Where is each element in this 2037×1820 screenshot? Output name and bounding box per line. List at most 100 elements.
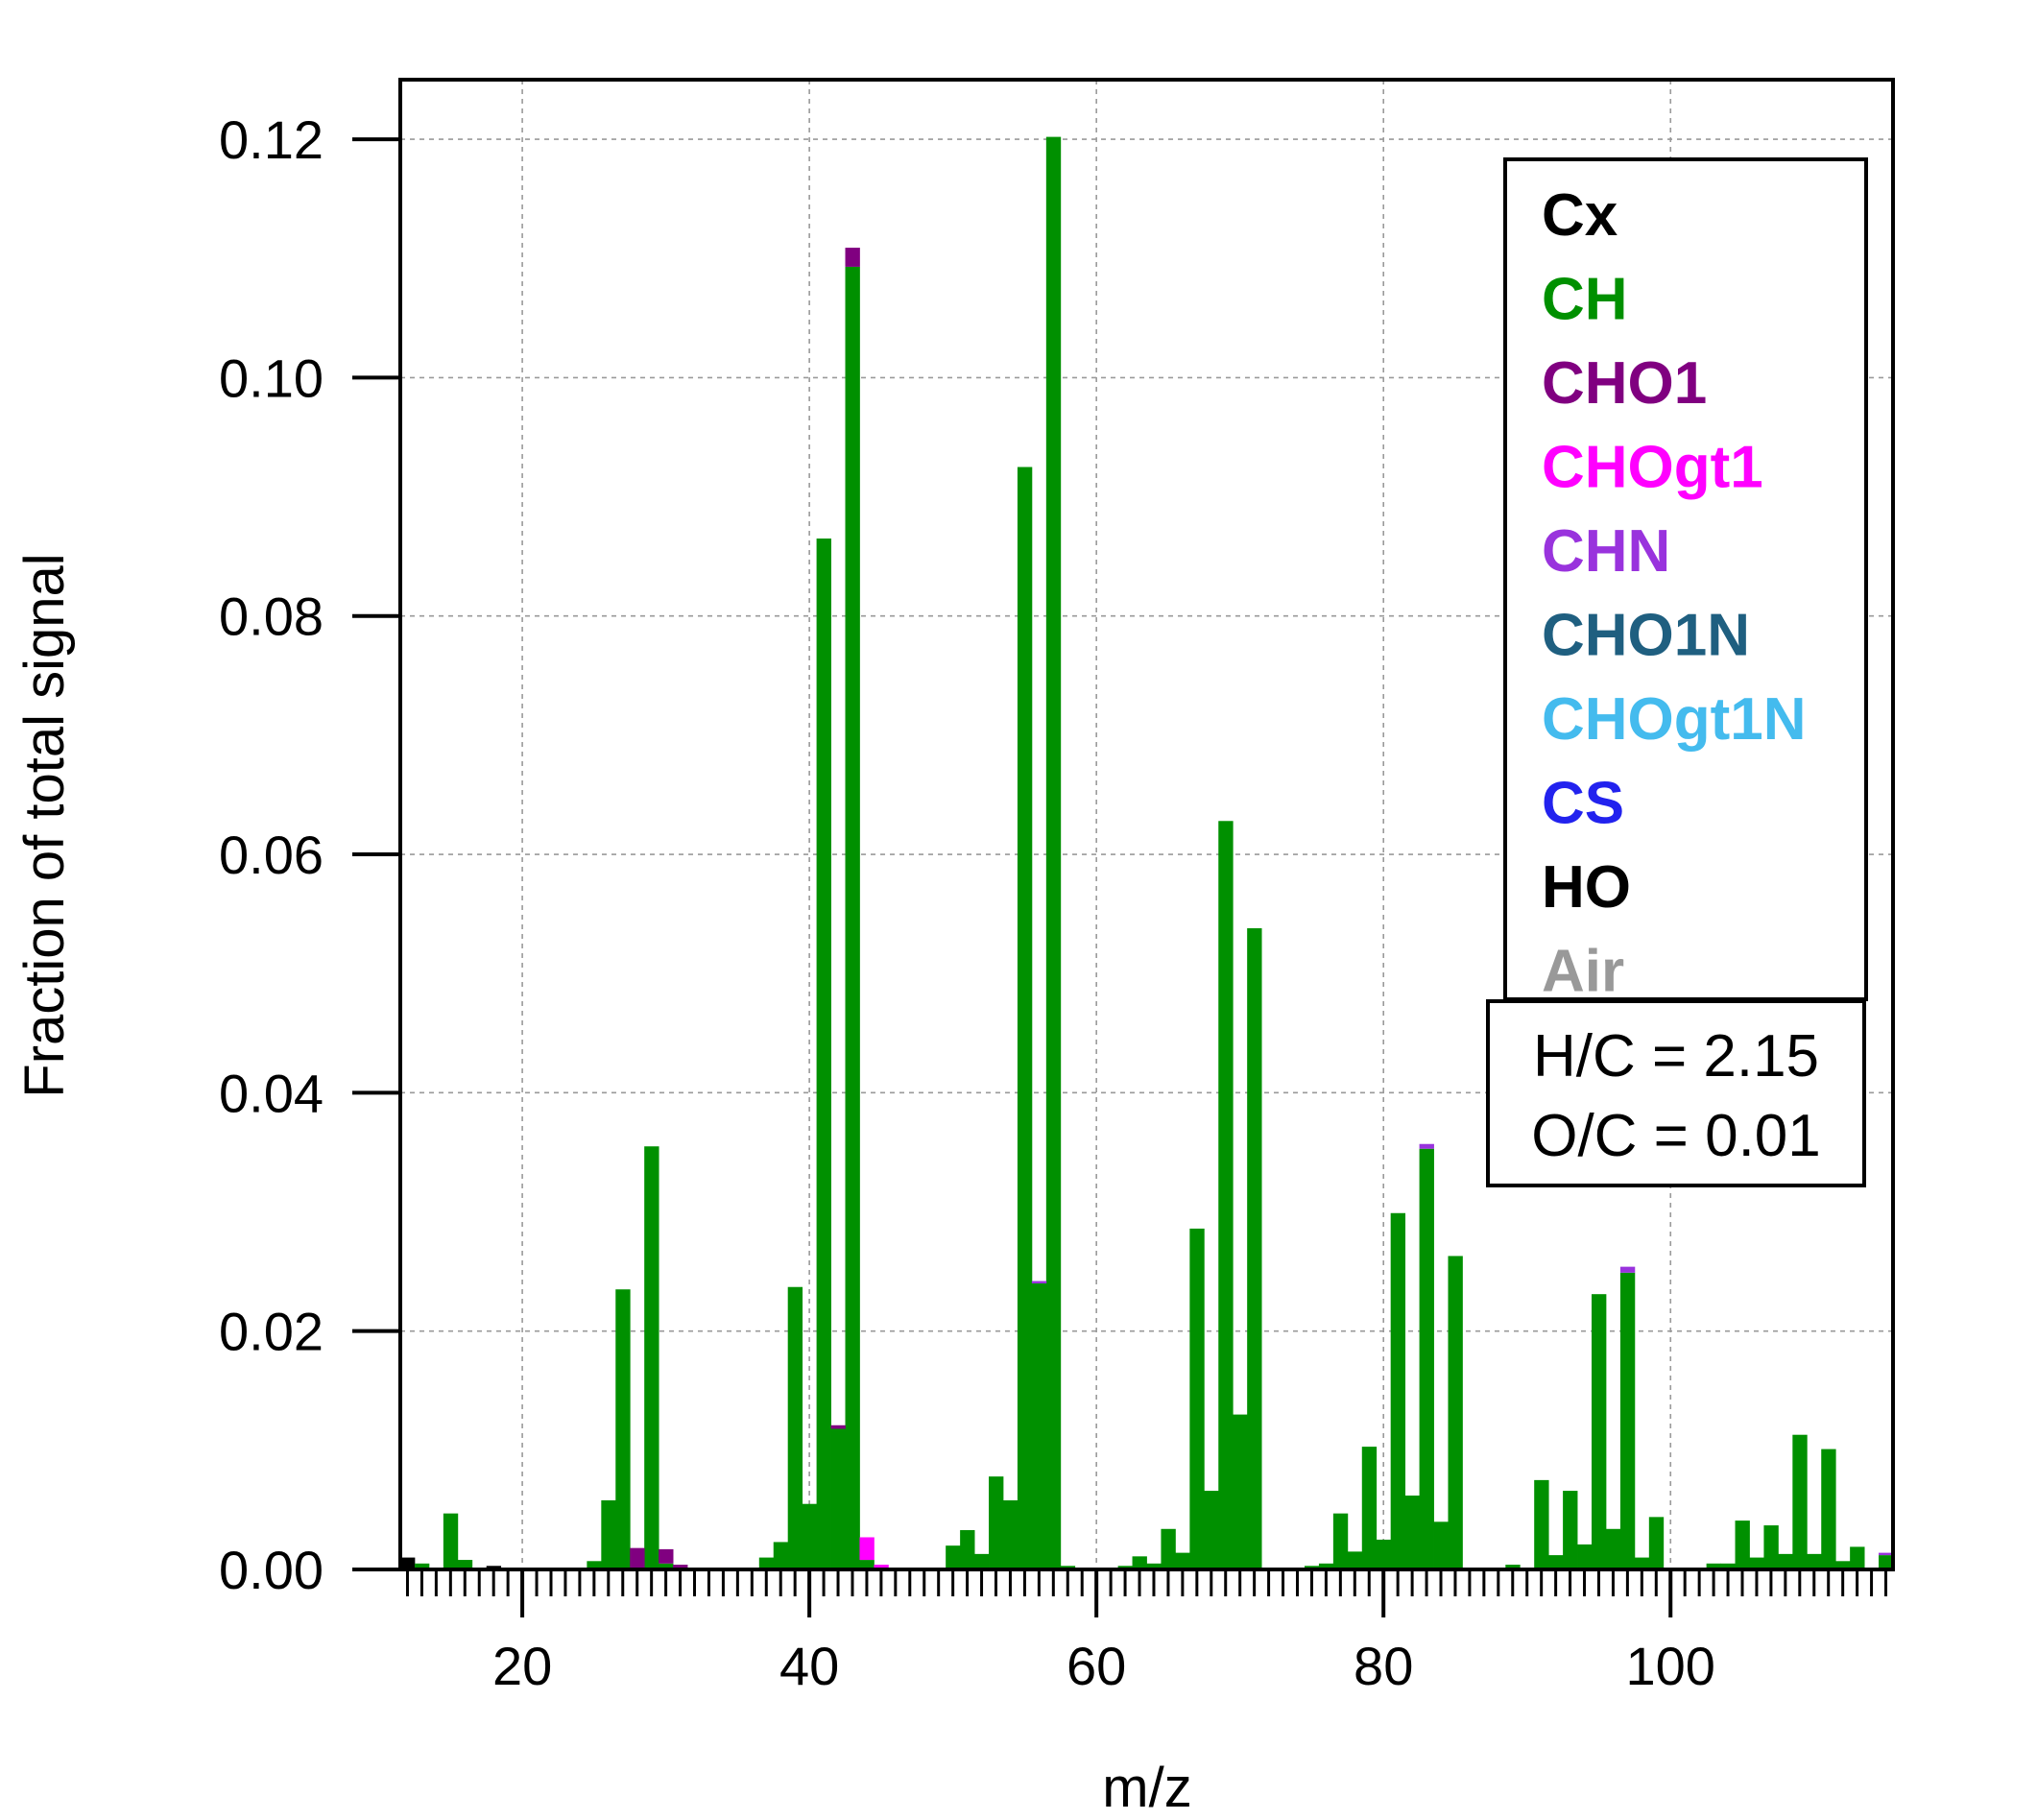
legend-entry-CS: CS xyxy=(1542,771,1624,837)
bar-CH-mz76 xyxy=(1318,1563,1334,1569)
bar-CH-mz82 xyxy=(1404,1496,1420,1569)
legend-entry-CHOgt1: CHOgt1 xyxy=(1542,435,1763,501)
y-tick-label: 0.06 xyxy=(219,825,324,885)
bar-CH-mz92 xyxy=(1548,1555,1564,1569)
bar-CHOgt1-mz45 xyxy=(874,1565,889,1569)
bar-CHO1-mz43 xyxy=(845,248,860,267)
bar-Cx-mz12 xyxy=(400,1557,416,1569)
bar-CH-mz51 xyxy=(960,1530,975,1569)
bar-CH-mz112 xyxy=(1835,1561,1851,1569)
bar-CH-mz52 xyxy=(974,1553,990,1569)
bar-CH-mz37 xyxy=(758,1557,775,1569)
bar-CH-mz41 xyxy=(816,539,831,1569)
bar-CH-mz98 xyxy=(1634,1557,1650,1569)
legend-entry-CHO1: CHO1 xyxy=(1542,350,1707,417)
bar-CH-mz115 xyxy=(1879,1555,1894,1569)
y-tick-labels: 0.00 0.02 0.04 0.06 0.08 0.10 0.12 xyxy=(219,109,324,1600)
bar-CH-mz44 xyxy=(859,1560,875,1569)
bar-CH-mz84 xyxy=(1433,1521,1449,1569)
y-tick-label: 0.00 xyxy=(219,1540,324,1600)
bar-CH-mz94 xyxy=(1577,1544,1593,1569)
bar-CHN-mz56 xyxy=(1031,1281,1047,1284)
legend-box xyxy=(1503,157,1868,1001)
bar-CH-mz103 xyxy=(1706,1563,1721,1569)
bar-CH-mz27 xyxy=(615,1289,631,1569)
bar-CH-mz64 xyxy=(1146,1563,1162,1569)
bar-CH-mz96 xyxy=(1605,1528,1621,1569)
bar-CH-mz83 xyxy=(1419,1148,1434,1569)
bar-CH-mz16 xyxy=(457,1560,473,1569)
x-tick-label: 20 xyxy=(492,1636,552,1696)
ratio-annotation: H/C = 2.15 O/C = 0.01 xyxy=(1486,999,1866,1187)
bar-CHO1-mz42 xyxy=(830,1425,846,1429)
bar-CHO1-mz28 xyxy=(630,1547,645,1569)
bar-CH-mz111 xyxy=(1821,1449,1836,1569)
bar-CH-mz110 xyxy=(1807,1553,1822,1569)
x-tick-label: 40 xyxy=(779,1636,839,1696)
bar-CH-mz29 xyxy=(644,1146,659,1569)
bar-CH-mz70 xyxy=(1233,1414,1248,1569)
bar-CHO1-mz31 xyxy=(673,1565,688,1569)
bar-CH-mz42 xyxy=(830,1428,846,1569)
bar-CH-mz105 xyxy=(1735,1521,1750,1569)
y-tick-label: 0.10 xyxy=(219,347,324,408)
bar-CH-mz91 xyxy=(1534,1479,1549,1569)
bar-CH-mz108 xyxy=(1778,1553,1793,1569)
bar-CH-mz50 xyxy=(946,1545,961,1569)
legend-entry-Cx: Cx xyxy=(1542,182,1618,249)
legend-entry-CHO1N: CHO1N xyxy=(1542,603,1750,669)
bar-CH-mz55 xyxy=(1017,467,1033,1569)
bar-CH-mz95 xyxy=(1592,1294,1607,1569)
grid-layer xyxy=(400,80,1893,1569)
bar-CH-mz54 xyxy=(1002,1499,1018,1569)
bars-layer xyxy=(400,136,1894,1570)
bar-CH-mz113 xyxy=(1850,1546,1865,1569)
bar-CHN-mz83 xyxy=(1419,1143,1434,1149)
bar-CH-mz93 xyxy=(1563,1491,1578,1569)
bar-CH-mz13 xyxy=(414,1563,430,1569)
y-tick-label: 0.02 xyxy=(219,1302,324,1362)
y-axis-title: Fraction of total signal xyxy=(13,553,76,1097)
bar-CH-mz26 xyxy=(601,1499,616,1569)
bar-CH-mz109 xyxy=(1792,1434,1808,1569)
bar-CH-mz63 xyxy=(1132,1556,1147,1569)
legend-entry-CH: CH xyxy=(1542,267,1628,333)
bar-CH-mz80 xyxy=(1376,1539,1392,1569)
bar-CH-mz43 xyxy=(845,266,860,1570)
legend-entry-CHN: CHN xyxy=(1542,518,1670,585)
bar-CH-mz104 xyxy=(1720,1563,1736,1569)
bar-CH-mz77 xyxy=(1332,1513,1349,1569)
bar-CH-mz89 xyxy=(1505,1565,1521,1569)
bar-CH-mz39 xyxy=(787,1286,803,1569)
bar-CH-mz66 xyxy=(1175,1552,1190,1569)
bar-CH-mz99 xyxy=(1648,1517,1665,1569)
bar-CHO1-mz30 xyxy=(659,1548,674,1564)
bar-CH-mz40 xyxy=(802,1503,818,1569)
legend-entry-HO: HO xyxy=(1542,854,1631,921)
x-tick-labels: 20 40 60 80 100 xyxy=(492,1636,1715,1696)
bar-CH-mz97 xyxy=(1619,1272,1636,1569)
x-tick-label: 60 xyxy=(1066,1636,1126,1696)
bar-CHN-mz115 xyxy=(1879,1552,1894,1556)
bar-CH-mz71 xyxy=(1247,928,1262,1569)
bar-CH-mz78 xyxy=(1347,1551,1363,1569)
bar-CH-mz38 xyxy=(773,1542,789,1569)
bar-CH-mz67 xyxy=(1189,1228,1205,1569)
bar-CH-mz85 xyxy=(1448,1256,1463,1569)
bar-CH-mz65 xyxy=(1161,1528,1176,1569)
y-tick-label: 0.12 xyxy=(219,109,324,170)
oc-ratio: O/C = 0.01 xyxy=(1531,1103,1821,1169)
bar-CH-mz81 xyxy=(1390,1212,1406,1569)
bar-CH-mz57 xyxy=(1045,136,1062,1569)
bar-CH-mz69 xyxy=(1218,821,1234,1569)
bar-CH-mz25 xyxy=(587,1561,602,1569)
bar-CHN-mz97 xyxy=(1619,1266,1636,1273)
ticks-layer xyxy=(352,137,1893,1617)
bar-CH-mz30 xyxy=(659,1563,674,1569)
bar-CH-mz68 xyxy=(1204,1491,1219,1569)
y-tick-label: 0.04 xyxy=(219,1063,324,1123)
x-tick-label: 80 xyxy=(1354,1636,1413,1696)
bar-CH-mz53 xyxy=(989,1476,1004,1569)
bar-CHOgt1-mz44 xyxy=(859,1537,875,1561)
